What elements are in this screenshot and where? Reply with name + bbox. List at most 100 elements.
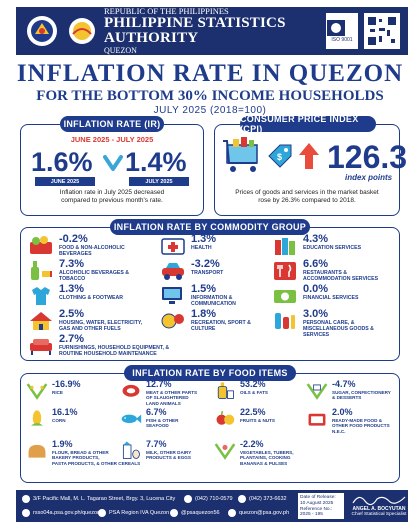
- main-title: INFLATION RATE IN QUEZON: [16, 60, 404, 87]
- food-label: SUGAR, CONFECTIONERY & DESSERTS: [332, 390, 391, 401]
- up-arrow-icon: [297, 141, 321, 176]
- commodity-label: HOUSING, WATER, ELECTRICITY, GAS AND OTHE…: [59, 320, 143, 332]
- inflation-rate-card: JUNE 2025 - JULY 2025 1.6% 1.4% JUNE 202…: [20, 124, 204, 216]
- footer-phone1: (042) 710-0579: [184, 495, 233, 503]
- commodity-item: 2.7% FURNISHINGS, HOUSEHOLD EQUIPMENT, & R…: [28, 334, 169, 358]
- food-label: FLOUR, BREAD & OTHER BAKERY PRODUCTS, PAST…: [52, 450, 141, 466]
- food-value: 22.5%: [240, 407, 266, 417]
- food-value: -4.7%: [332, 379, 356, 389]
- commodity-label: INFORMATION & COMMUNICATION: [191, 295, 236, 307]
- commodity-value: 1.5%: [191, 283, 217, 295]
- twitter-icon: [170, 509, 178, 517]
- header-text: REPUBLIC OF THE PHILIPPINES PHILIPPINE S…: [104, 5, 326, 56]
- facebook-text[interactable]: PSA Region IVA Quezon: [109, 510, 170, 516]
- facebook-icon: [98, 509, 106, 517]
- title-period: JULY 2025 (2018=100): [153, 105, 267, 116]
- ref-no: 2025 - 195: [300, 512, 323, 518]
- food-label: RICE: [52, 390, 63, 395]
- food-label: VEGETABLES, TUBERS, PLANTAINS, COOKING BAN…: [240, 450, 294, 466]
- footer-email[interactable]: quezon@psa.gov.ph: [228, 509, 289, 517]
- commodity-value: 7.3%: [59, 258, 85, 270]
- commodity-value: -3.2%: [191, 258, 220, 270]
- ir-note: Inflation rate in July 2025 decreased co…: [21, 189, 203, 205]
- food-item: -2.2% VEGETABLES, TUBERS, PLANTAINS, COOKI…: [214, 440, 294, 466]
- commodity-label: FURNISHINGS, HOUSEHOLD EQUIPMENT, & ROUTI…: [59, 345, 170, 357]
- shopping-cart-icon: [223, 137, 267, 182]
- signature-block: ANGEL A. BOCYUTAN Chief Statistical Spec…: [349, 491, 409, 521]
- commodity-label: HEALTH: [191, 245, 212, 251]
- footer-address: 3/F Pacific Mall, M. L. Tagarao Street, …: [22, 495, 175, 503]
- iso-certification-badge: ISO 9001: [326, 13, 358, 49]
- psa-logo-icon: [24, 13, 60, 49]
- food-item: 1.9% FLOUR, BREAD & OTHER BAKERY PRODUCTS,…: [26, 440, 140, 466]
- twitter-text[interactable]: @psaquezon56: [181, 510, 220, 516]
- commodity-item: 6.6% RESTAURANTS & ACCOMMODATION SERVICES: [272, 259, 378, 283]
- commodity-value: 2.7%: [59, 333, 85, 345]
- commodity-item: 0.0% FINANCIAL SERVICES: [272, 284, 358, 306]
- commodity-value: -0.2%: [59, 233, 88, 245]
- food-item: 16.1% CORN: [26, 408, 78, 428]
- signatory-name: ANGEL A. BOCYUTAN: [352, 506, 406, 512]
- phone-icon: [184, 495, 192, 503]
- web-text[interactable]: rsso04a.psa.gov.ph/quezon: [33, 510, 101, 516]
- qr-code-icon: [364, 13, 400, 49]
- commodity-heading: INFLATION RATE BY COMMODITY GROUP: [110, 219, 310, 235]
- personal-care-icon: [275, 313, 295, 329]
- header-republic: REPUBLIC OF THE PHILIPPINES: [104, 5, 229, 16]
- oil-icon: [217, 382, 234, 399]
- footer-facebook[interactable]: PSA Region IVA Quezon: [98, 509, 169, 517]
- food-label: FRUITS & NUTS: [240, 418, 275, 423]
- food-item: -16.9% RICE: [26, 380, 81, 400]
- commodity-item: 1.3% HEALTH: [160, 234, 216, 256]
- phone-icon-2: [238, 495, 246, 503]
- cpi-note-line2: rose by 26.3% compared to 2018.: [258, 197, 356, 205]
- food-item: 12.7% MEAT & OTHER PARTS OF SLAUGHTERED LAN…: [120, 380, 197, 406]
- food-item: 53.2% OILS & FATS: [214, 380, 268, 400]
- sports-icon: [161, 313, 184, 329]
- commodity-value: 2.5%: [59, 308, 85, 320]
- commodity-item: -0.2% FOOD & NON-ALCOHOLIC BEVERAGES: [28, 234, 125, 258]
- commodity-label: PERSONAL CARE, & MISCELLANEOUS GOODS & SER…: [303, 320, 374, 338]
- cpi-note: Prices of goods and services in the mark…: [215, 189, 399, 205]
- commodity-item: -3.2% TRANSPORT: [160, 259, 223, 281]
- commodity-item: 7.3% ALCOHOLIC BEVERAGES & TOBACCO: [28, 259, 129, 283]
- food-label: MILK, OTHER DAIRY PRODUCTS & EGGS: [146, 450, 192, 461]
- commodity-label: RESTAURANTS & ACCOMMODATION SERVICES: [303, 270, 379, 282]
- email-text[interactable]: quezon@psa.gov.ph: [239, 510, 290, 516]
- health-kit-icon: [161, 238, 185, 255]
- food-item: 7.7% MILK, OTHER DAIRY PRODUCTS & EGGS: [120, 440, 191, 461]
- commodity-item: 2.5% HOUSING, WATER, ELECTRICITY, GAS AND …: [28, 309, 142, 333]
- phone2-text: (042) 373-6632: [249, 496, 287, 502]
- books-icon: [275, 238, 295, 255]
- commodity-card: [20, 227, 400, 361]
- food-value: -16.9%: [52, 379, 81, 389]
- ir-note-line1: Inflation rate in July 2025 decreased: [59, 189, 165, 196]
- fruit-icon: [216, 411, 235, 425]
- footer-twitter[interactable]: @psaquezon56: [170, 509, 220, 517]
- food-value: 2.0%: [332, 407, 353, 417]
- food-item: 2.0% READY-MADE FOOD & OTHER FOOD PRODUCTS…: [306, 408, 390, 434]
- restaurant-icon: [274, 262, 296, 280]
- milk-icon: [122, 441, 140, 459]
- ref-label: Reference No.:: [300, 506, 333, 512]
- commodity-value: 1.8%: [191, 308, 217, 320]
- psa-header-band: REPUBLIC OF THE PHILIPPINES PHILIPPINE S…: [16, 5, 408, 56]
- bagong-pilipinas-logo-icon: [64, 13, 100, 49]
- address-text: 3/F Pacific Mall, M. L. Tagarao Street, …: [33, 496, 176, 502]
- sugar-icon: [306, 383, 328, 400]
- commodity-label: ALCOHOLIC BEVERAGES & TOBACCO: [59, 270, 130, 282]
- food-heading: INFLATION RATE BY FOOD ITEMS: [124, 365, 296, 381]
- commodity-item: 1.8% RECREATION, SPORT & CULTURE: [160, 309, 251, 333]
- house-icon: [30, 312, 52, 330]
- commodity-label: FOOD & NON-ALCOHOLIC BEVERAGES: [59, 245, 125, 257]
- food-value: 6.7%: [146, 407, 167, 417]
- commodity-value: 1.3%: [191, 233, 217, 245]
- commodity-item: 1.3% CLOTHING & FOOTWEAR: [28, 284, 123, 306]
- vegetable-icon: [214, 443, 236, 460]
- food-value: 1.9%: [52, 439, 73, 449]
- fish-icon: [121, 414, 142, 424]
- header-province: QUEZON: [104, 46, 137, 56]
- email-icon: [228, 509, 236, 517]
- price-tag-icon: $: [267, 143, 293, 174]
- footer-web[interactable]: rsso04a.psa.gov.ph/quezon: [22, 509, 100, 517]
